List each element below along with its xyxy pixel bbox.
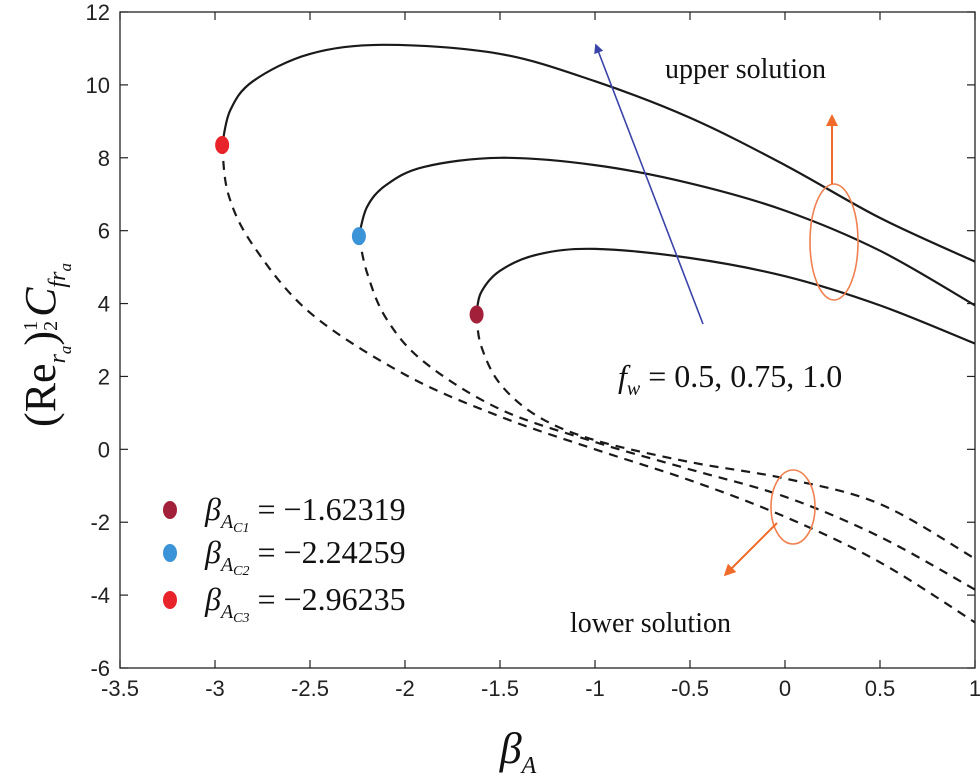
legend: βAC1= −1.62319 βAC2= −2.24259 βAC3= −2.9… — [163, 491, 406, 626]
y-axis-label: (Rera)12Cfra — [16, 263, 75, 427]
lower-ellipse — [770, 469, 816, 545]
y-tick-label: -4 — [90, 583, 110, 608]
legend-sym-c3: β — [204, 581, 221, 617]
series-2 — [357, 156, 975, 591]
fw-increase-arrow — [594, 43, 704, 325]
x-tick-label: -2.5 — [291, 676, 329, 701]
upper-solution-line-2 — [357, 156, 975, 307]
upper-solution-line-1 — [475, 247, 975, 345]
svg-text:βAC2= −2.24259: βAC2= −2.24259 — [204, 534, 406, 579]
x-tick-label: -1.5 — [481, 676, 519, 701]
x-tick-label: -3 — [205, 676, 225, 701]
axes-layer: -3.5 -3 -2.5 -2 -1.5 -1 -0.5 0 0.5 1 -6 -4 -2 0 2 4 6 8 10… — [86, 0, 980, 701]
series-layer — [215, 43, 975, 624]
legend-marker-c1 — [163, 501, 177, 519]
upper-solution-label: upper solution — [665, 54, 826, 85]
series-3 — [221, 43, 975, 624]
critical-point-2 — [351, 227, 366, 246]
legend-sym-c1: β — [204, 491, 221, 527]
critical-point-1 — [469, 305, 484, 324]
legend-entry-c3: βAC3= −2.96235 — [163, 581, 406, 626]
legend-marker-c2 — [163, 544, 177, 562]
fw-values-label: fw = 0.5, 0.75, 1.0 — [618, 358, 842, 400]
x-tick-label: -2 — [395, 676, 415, 701]
x-tick-label: 1 — [969, 676, 980, 701]
lower-solution-label: lower solution — [570, 608, 731, 639]
upper-ellipse — [809, 183, 859, 301]
y-tick-label: 10 — [86, 73, 110, 98]
annotation-layer — [594, 43, 859, 577]
lower-solution-line-2 — [357, 235, 975, 591]
upper-solution-line-3 — [221, 43, 975, 263]
legend-entry-c2: βAC2= −2.24259 — [163, 534, 406, 579]
svg-text:βAC3= −2.96235: βAC3= −2.96235 — [204, 581, 406, 626]
series-1 — [475, 247, 975, 560]
lower-solution-line-3 — [221, 144, 975, 624]
svg-text:βAC1= −1.62319: βAC1= −1.62319 — [204, 491, 406, 536]
x-tick-label: 0 — [779, 676, 791, 701]
legend-sym-c2: β — [204, 534, 221, 570]
y-tick-label: 0 — [98, 437, 110, 462]
y-tick-label: -6 — [90, 656, 110, 681]
y-tick-label: 4 — [98, 292, 110, 317]
x-tick-label: -0.5 — [671, 676, 709, 701]
plot-frame — [119, 11, 976, 669]
legend-entry-c1: βAC1= −1.62319 — [163, 491, 406, 536]
y-tick-label: -2 — [90, 510, 110, 535]
y-tick-label: 12 — [86, 0, 110, 25]
x-tick-label: -3.5 — [101, 676, 139, 701]
legend-marker-c3 — [163, 591, 177, 609]
critical-point-3 — [215, 136, 230, 155]
x-axis-label: βA — [499, 724, 537, 774]
lower-solution-line-1 — [475, 314, 975, 560]
x-tick-label: 0.5 — [865, 676, 896, 701]
y-tick-label: 8 — [98, 146, 110, 171]
y-tick-label: 2 — [98, 364, 110, 389]
lower-arrow — [723, 522, 778, 577]
y-tick-label: 6 — [98, 219, 110, 244]
x-tick-label: -1 — [585, 676, 605, 701]
